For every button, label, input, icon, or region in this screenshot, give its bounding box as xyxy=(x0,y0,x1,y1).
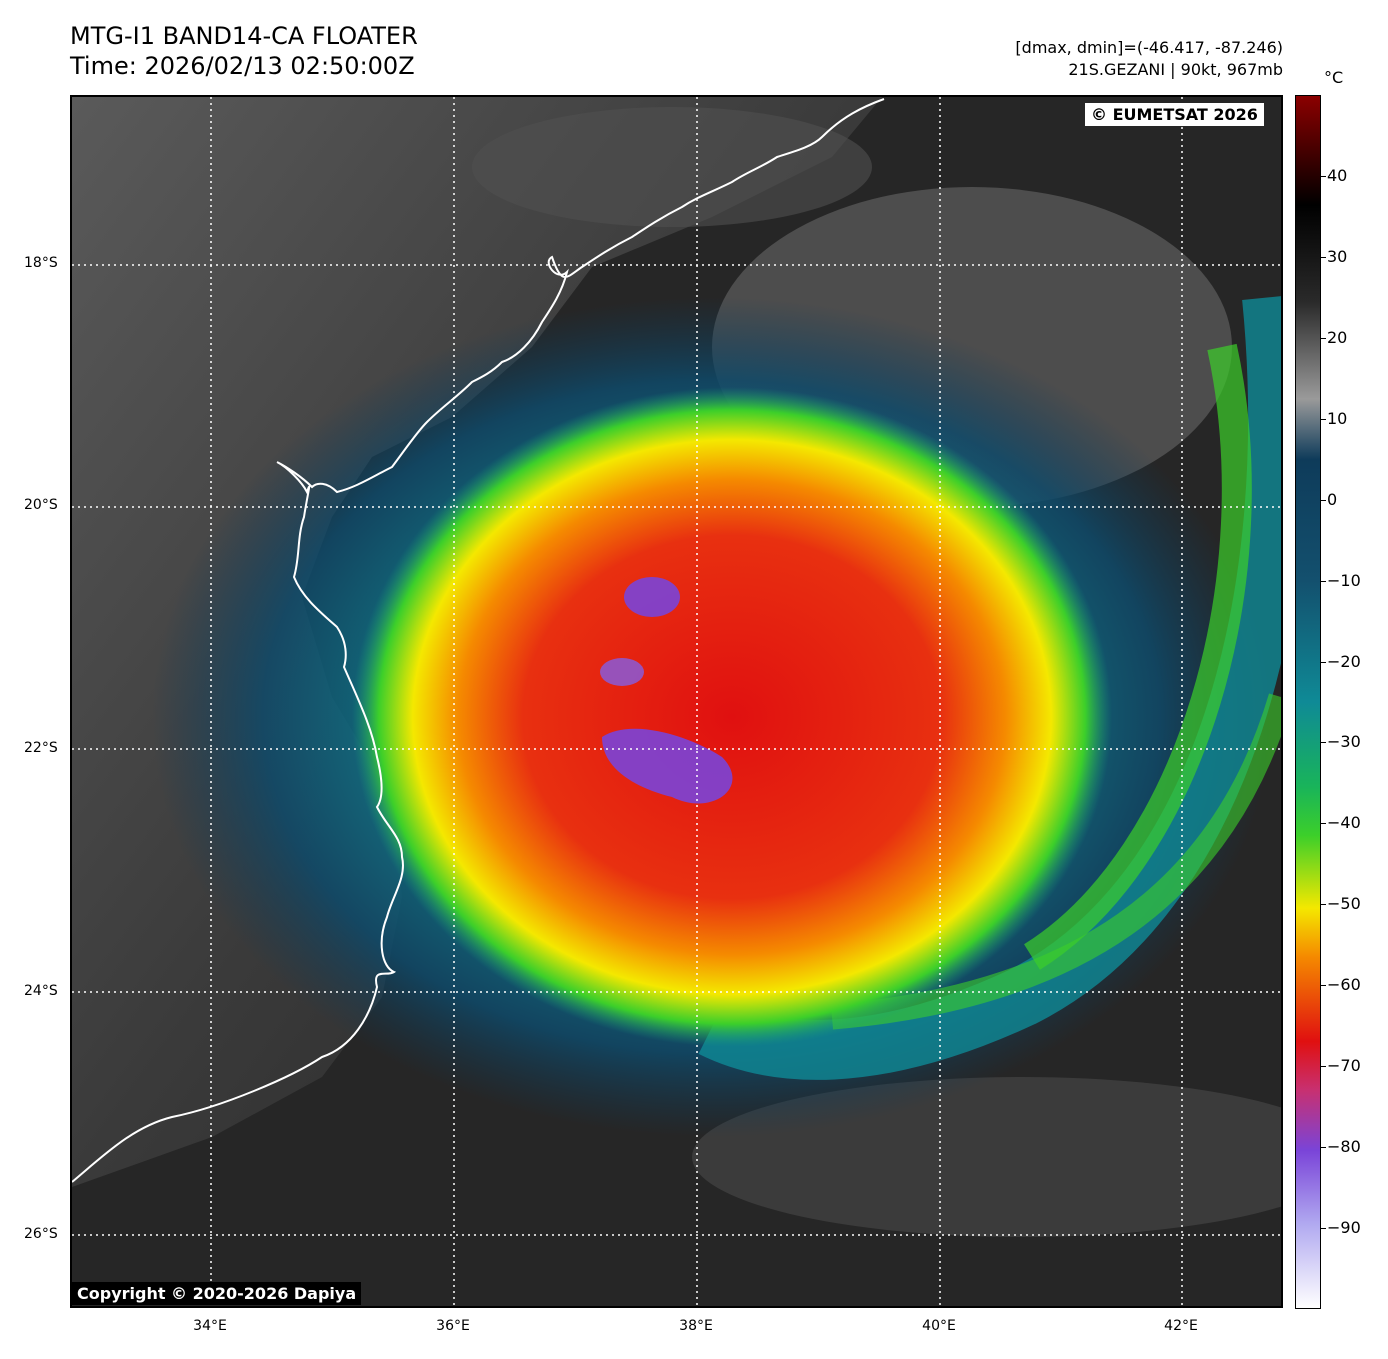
colorbar-tickmark xyxy=(1321,661,1326,663)
colorbar xyxy=(1295,95,1321,1309)
storm-info: 21S.GEZANI | 90kt, 967mb xyxy=(1068,60,1283,79)
colorbar-tick-label: 20 xyxy=(1327,327,1348,347)
colorbar-tick-label: 10 xyxy=(1327,408,1348,428)
satellite-image xyxy=(70,95,1283,1308)
colorbar-tickmark xyxy=(1321,580,1326,582)
colorbar-tick-label: −90 xyxy=(1327,1218,1361,1238)
lat-label: 22°S xyxy=(24,740,58,756)
lat-label: 26°S xyxy=(24,1226,58,1242)
cold-cloud-top xyxy=(624,577,680,617)
map-title: MTG-I1 BAND14-CA FLOATER xyxy=(70,22,418,50)
colorbar-tick-label: −80 xyxy=(1327,1137,1361,1157)
colorbar-tickmark xyxy=(1321,256,1326,258)
colorbar-tick-label: 0 xyxy=(1327,489,1338,509)
colorbar-tick-label: 30 xyxy=(1327,246,1348,266)
cold-cloud-top xyxy=(602,728,733,804)
cloud-patch xyxy=(472,107,872,227)
data-range: [dmax, dmin]=(-46.417, -87.246) xyxy=(1015,38,1283,57)
colorbar-tickmark xyxy=(1321,175,1326,177)
colorbar-tickmark xyxy=(1321,1147,1326,1149)
colorbar-tick-label: −60 xyxy=(1327,975,1361,995)
spiral-band xyxy=(830,693,1281,1030)
lon-label: 38°E xyxy=(679,1318,713,1334)
colorbar-tick-label: −70 xyxy=(1327,1056,1361,1076)
cold-cloud-top xyxy=(600,658,644,686)
eumetsat-copyright: © EUMETSAT 2026 xyxy=(1085,103,1264,126)
colorbar-tick-label: −10 xyxy=(1327,570,1361,590)
colorbar-tickmark xyxy=(1321,1066,1326,1068)
lon-label: 42°E xyxy=(1164,1318,1198,1334)
lon-label: 36°E xyxy=(436,1318,470,1334)
colorbar-tickmark xyxy=(1321,985,1326,987)
spiral-band xyxy=(1024,343,1252,970)
dapiya-copyright: Copyright © 2020-2026 Dapiya xyxy=(72,1282,362,1305)
colorbar-tickmark xyxy=(1321,904,1326,906)
coastline xyxy=(72,98,885,1183)
colorbar-tick-label: 40 xyxy=(1327,165,1348,185)
colorbar-tickmark xyxy=(1321,499,1326,501)
lon-label: 40°E xyxy=(922,1318,956,1334)
lat-label: 20°S xyxy=(24,497,58,513)
colorbar-tickmark xyxy=(1321,1228,1326,1230)
colorbar-tick-label: −50 xyxy=(1327,894,1361,914)
colorbar-tick-label: −30 xyxy=(1327,732,1361,752)
lat-label: 24°S xyxy=(24,983,58,999)
colorbar-tickmark xyxy=(1321,823,1326,825)
colorbar-tickmark xyxy=(1321,742,1326,744)
map-time: Time: 2026/02/13 02:50:00Z xyxy=(70,52,415,80)
colorbar-unit: °C xyxy=(1324,68,1344,87)
colorbar-tickmark xyxy=(1321,337,1326,339)
lat-label: 18°S xyxy=(24,255,58,271)
colorbar-tickmark xyxy=(1321,418,1326,420)
lon-label: 34°E xyxy=(193,1318,227,1334)
storm-convection xyxy=(352,387,1112,1047)
colorbar-tick-label: −20 xyxy=(1327,651,1361,671)
colorbar-tick-label: −40 xyxy=(1327,813,1361,833)
